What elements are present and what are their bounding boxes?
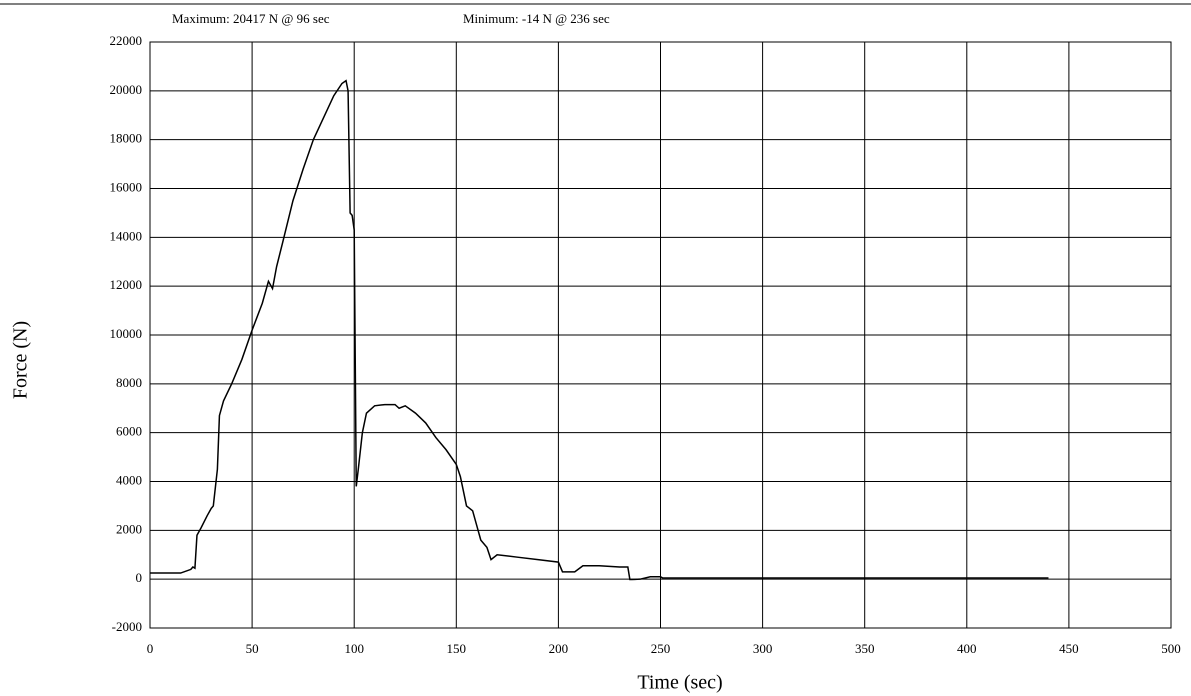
- y-tick-label: 4000: [116, 472, 142, 487]
- x-tick-label: 250: [651, 641, 671, 656]
- y-tick-label: 6000: [116, 424, 142, 439]
- x-axis-label: Time (sec): [637, 672, 722, 694]
- y-tick-label: -2000: [112, 619, 142, 634]
- data-line: [150, 79, 1049, 581]
- x-tick-label: 100: [344, 641, 364, 656]
- x-tick-label: 450: [1059, 641, 1079, 656]
- min-annotation: Minimum: -14 N @ 236 sec: [463, 11, 610, 26]
- x-tick-label: 350: [855, 641, 875, 656]
- y-tick-label: 22000: [110, 33, 143, 48]
- y-tick-label: 20000: [110, 82, 143, 97]
- x-tick-label: 500: [1161, 641, 1181, 656]
- x-tick-label: 0: [147, 641, 154, 656]
- x-tick-label: 150: [447, 641, 467, 656]
- x-tick-label: 200: [549, 641, 569, 656]
- x-tick-label: 400: [957, 641, 977, 656]
- y-axis-label: Force (N): [10, 321, 32, 399]
- y-tick-label: 0: [136, 570, 143, 585]
- y-tick-label: 8000: [116, 375, 142, 390]
- y-tick-label: 18000: [110, 131, 143, 146]
- y-tick-label: 14000: [110, 228, 143, 243]
- x-tick-label: 50: [246, 641, 259, 656]
- plot-border: [149, 41, 1172, 629]
- y-tick-label: 10000: [110, 326, 143, 341]
- max-annotation: Maximum: 20417 N @ 96 sec: [172, 11, 330, 26]
- y-tick-label: 2000: [116, 521, 142, 536]
- y-tick-label: 16000: [110, 179, 143, 194]
- y-tick-label: 12000: [110, 277, 143, 292]
- x-tick-label: 300: [753, 641, 773, 656]
